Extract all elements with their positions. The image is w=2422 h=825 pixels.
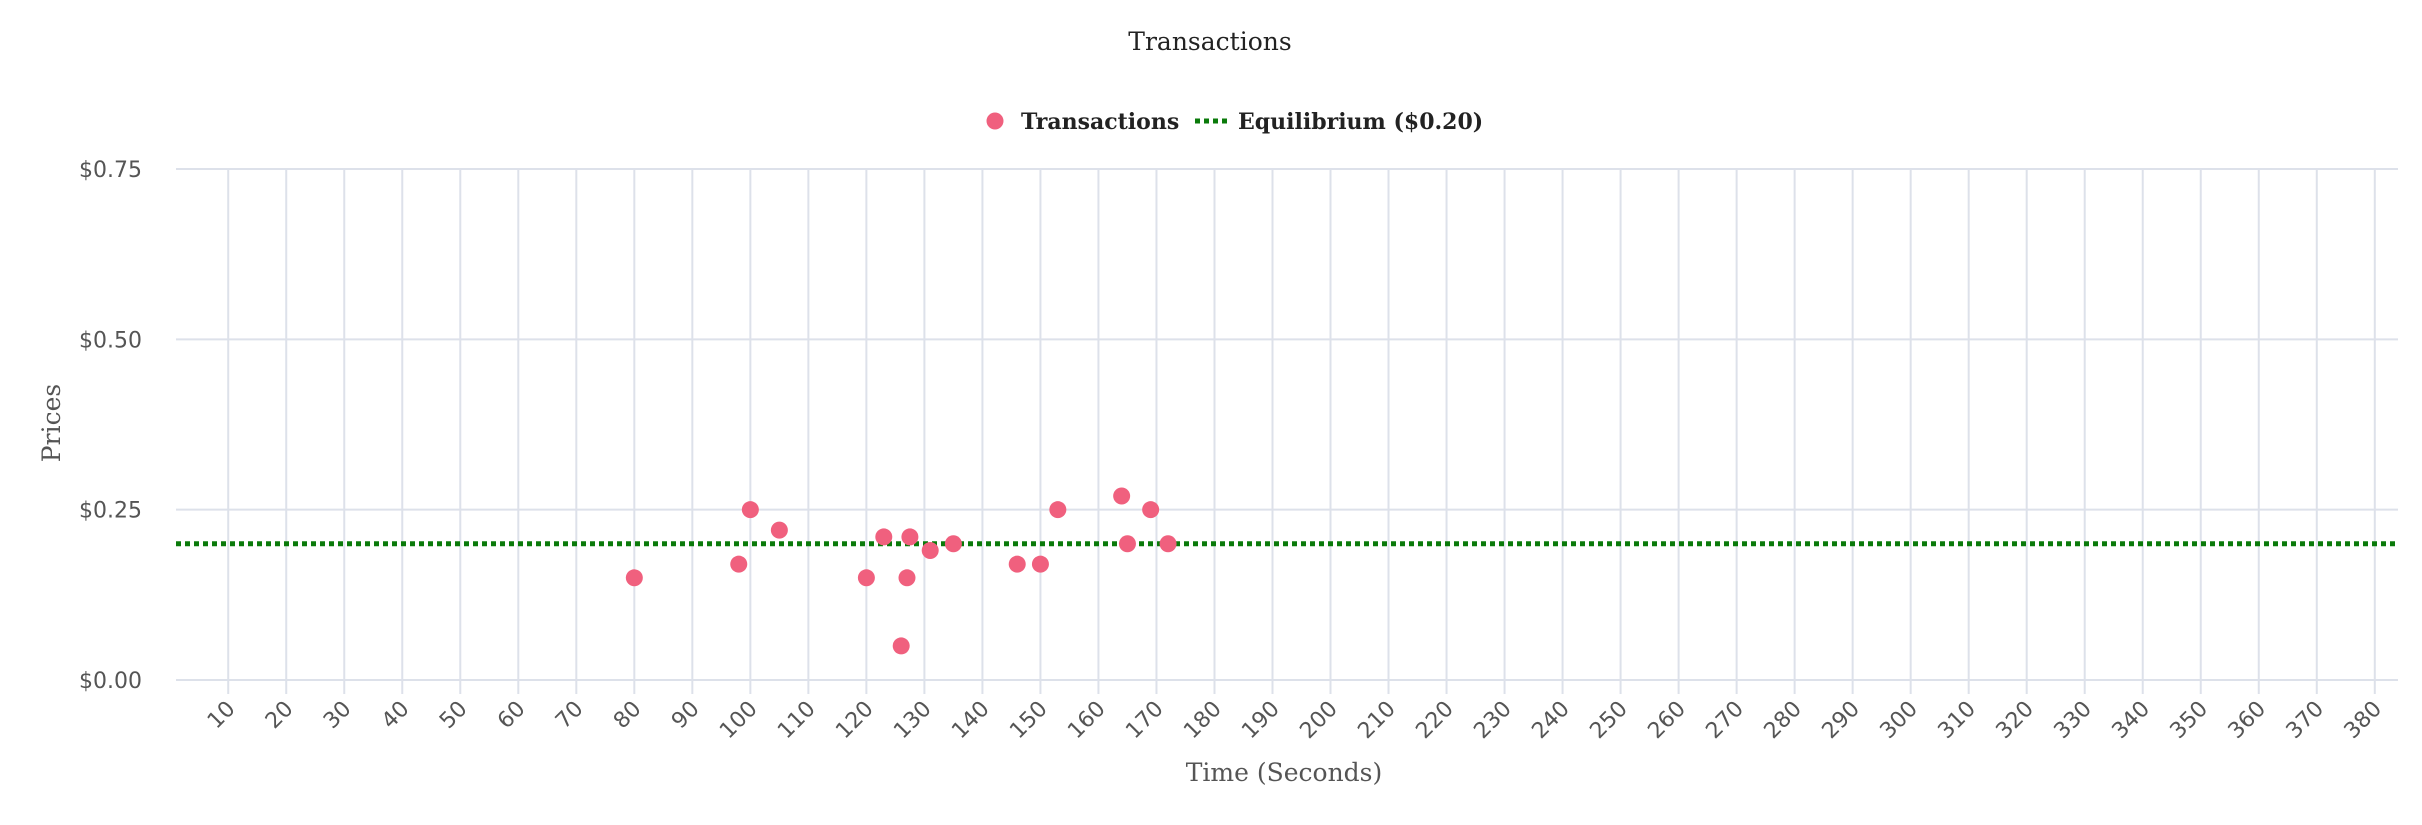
y-axis-title: Prices <box>37 384 66 462</box>
x-tick-label: 220 <box>1411 697 1458 744</box>
x-tick-label: 240 <box>1527 697 1574 744</box>
transaction-point[interactable] <box>741 501 759 519</box>
transaction-point[interactable] <box>770 521 788 539</box>
legend-transactions-marker <box>986 112 1004 130</box>
x-tick-label: 360 <box>2224 697 2271 744</box>
x-tick-label: 30 <box>319 697 356 734</box>
transaction-point[interactable] <box>1159 535 1177 553</box>
transaction-point[interactable] <box>944 535 962 553</box>
transaction-point[interactable] <box>1142 501 1160 519</box>
x-tick-label: 80 <box>609 697 646 734</box>
transaction-point[interactable] <box>921 542 939 560</box>
x-tick-label: 130 <box>889 697 936 744</box>
x-tick-label: 50 <box>435 697 472 734</box>
x-tick-label: 60 <box>493 697 530 734</box>
x-tick-label: 270 <box>1701 697 1748 744</box>
x-tick-label: 20 <box>261 697 298 734</box>
x-tick-label: 340 <box>2108 697 2155 744</box>
y-tick-label: $0.25 <box>79 499 142 524</box>
x-tick-label: 10 <box>203 697 240 734</box>
x-tick-label: 40 <box>377 697 414 734</box>
transaction-point[interactable] <box>898 569 916 587</box>
x-tick-label: 210 <box>1353 697 1400 744</box>
x-tick-label: 180 <box>1179 697 1226 744</box>
x-tick-label: 320 <box>1992 697 2039 744</box>
transaction-points <box>625 487 1177 655</box>
x-tick-label: 170 <box>1121 697 1168 744</box>
x-tick-label: 90 <box>667 697 704 734</box>
x-tick-label: 280 <box>1760 697 1807 744</box>
x-tick-label: 370 <box>2282 697 2329 744</box>
chart-title: Transactions <box>1128 27 1291 56</box>
x-tick-label: 110 <box>773 697 820 744</box>
grid <box>176 168 2398 694</box>
x-tick-label: 150 <box>1005 697 1052 744</box>
x-tick-label: 380 <box>2340 697 2387 744</box>
x-tick-label: 140 <box>947 697 994 744</box>
y-tick-label: $0.50 <box>79 328 142 353</box>
transaction-point[interactable] <box>1008 555 1026 573</box>
transaction-point[interactable] <box>901 528 919 546</box>
transaction-point[interactable] <box>1049 501 1067 519</box>
transaction-point[interactable] <box>892 637 910 655</box>
transaction-point[interactable] <box>730 555 748 573</box>
legend-transactions-label[interactable]: Transactions <box>1021 109 1179 135</box>
x-tick-label: 190 <box>1237 697 1284 744</box>
transaction-point[interactable] <box>1118 535 1136 553</box>
x-tick-label: 70 <box>551 697 588 734</box>
transaction-point[interactable] <box>1031 555 1049 573</box>
x-tick-label: 250 <box>1585 697 1632 744</box>
x-tick-label: 160 <box>1063 697 1110 744</box>
x-tick-label: 310 <box>1934 697 1981 744</box>
x-axis-title: Time (Seconds) <box>1186 758 1383 787</box>
x-tick-label: 100 <box>715 697 762 744</box>
x-tick-label: 300 <box>1876 697 1923 744</box>
transaction-point[interactable] <box>875 528 893 546</box>
x-tick-label: 290 <box>1818 697 1865 744</box>
x-tick-label: 120 <box>831 697 878 744</box>
x-tick-label: 200 <box>1295 697 1342 744</box>
x-tick-label: 230 <box>1469 697 1516 744</box>
x-tick-label: 350 <box>2166 697 2213 744</box>
transaction-point[interactable] <box>625 569 643 587</box>
transaction-point[interactable] <box>1113 487 1131 505</box>
legend-equilibrium-label[interactable]: Equilibrium ($0.20) <box>1238 109 1483 135</box>
y-axis-ticks: $0.00 $0.25 $0.50 $0.75 <box>79 158 142 694</box>
legend: Transactions Equilibrium ($0.20) <box>986 109 1483 135</box>
transaction-point[interactable] <box>857 569 875 587</box>
x-tick-label: 330 <box>2050 697 2097 744</box>
y-tick-label: $0.00 <box>79 669 142 694</box>
y-tick-label: $0.75 <box>79 158 142 183</box>
x-tick-label: 260 <box>1643 697 1690 744</box>
x-axis-ticks: 10 20 30 40 50 60 70 80 90 100 110 120 130 140 150 160 1… <box>203 697 2387 744</box>
